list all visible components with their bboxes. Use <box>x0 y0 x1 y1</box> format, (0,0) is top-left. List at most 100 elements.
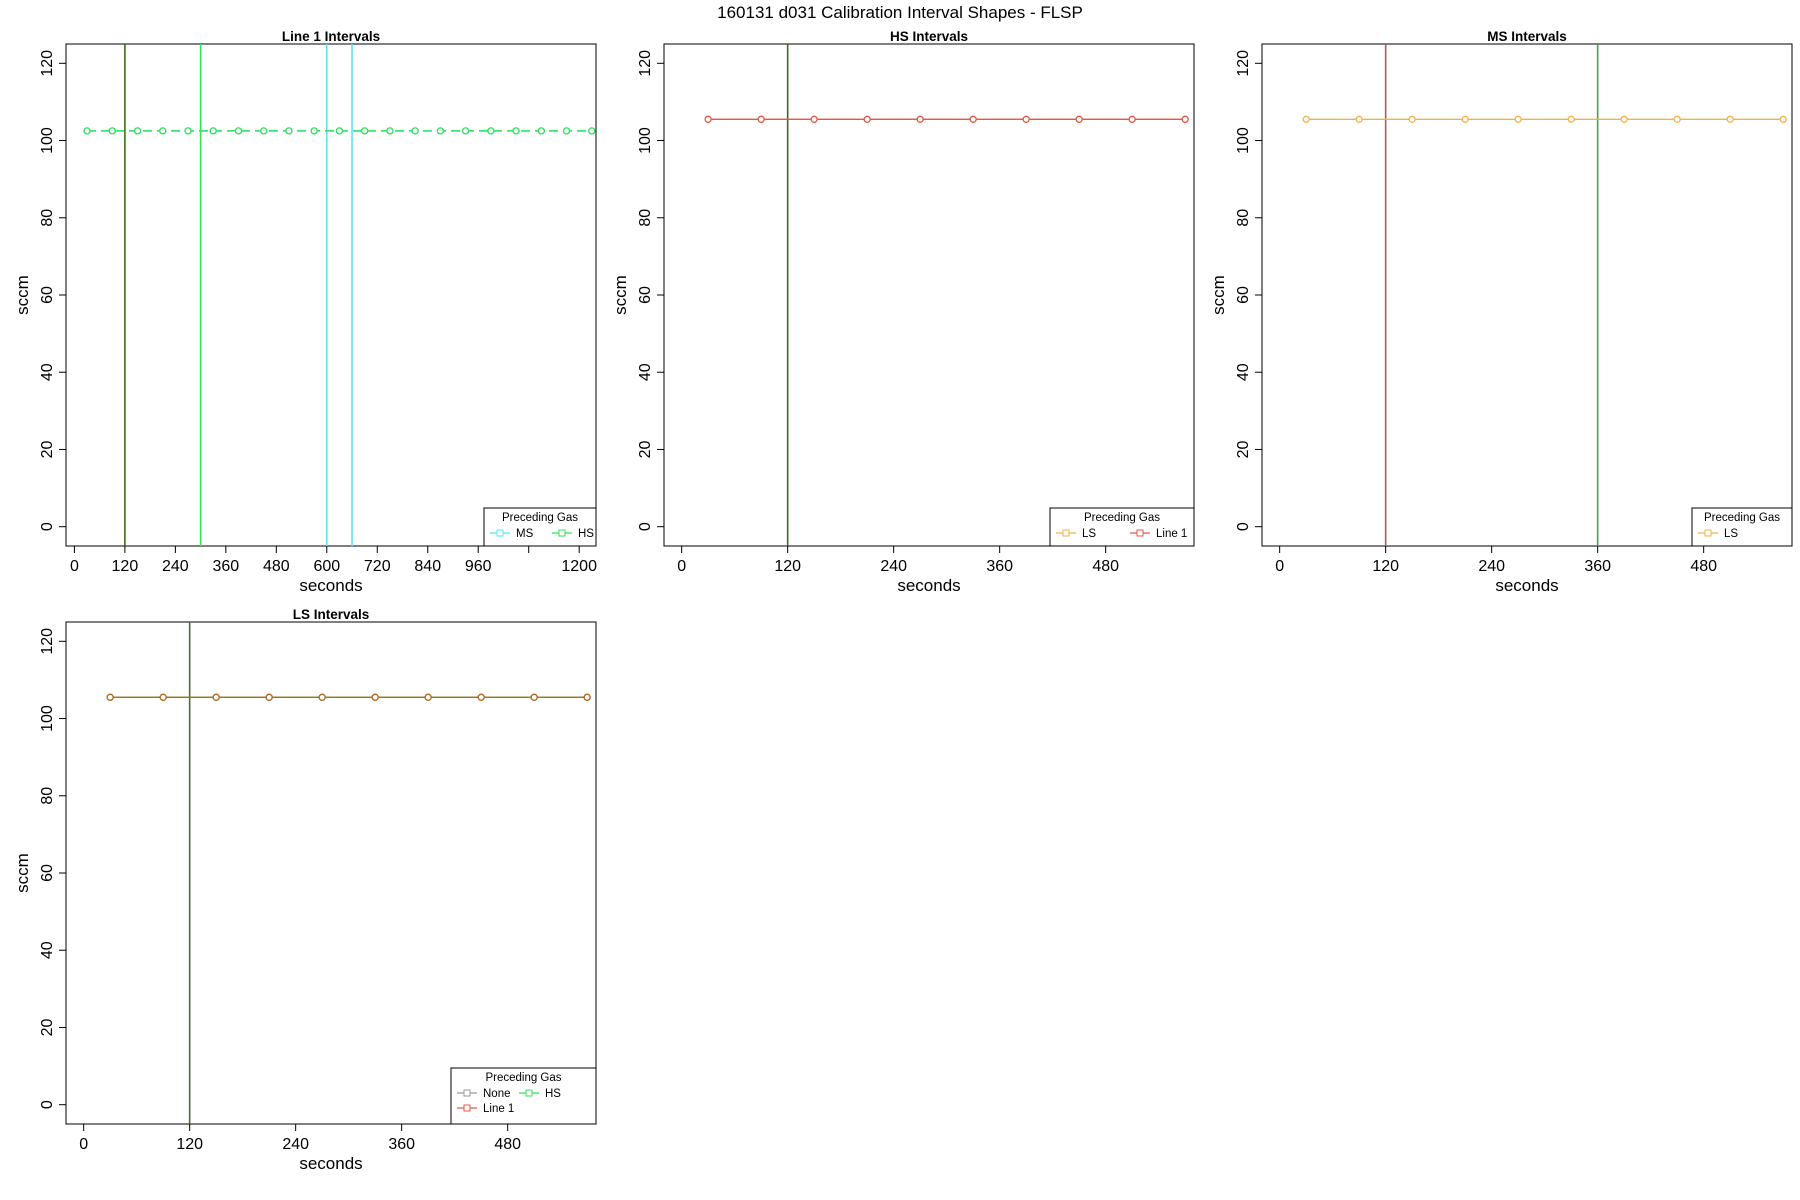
data-point <box>863 115 871 123</box>
x-axis-label: seconds <box>1495 576 1558 595</box>
chart-panel-1: HS Intervals 0 120 240 360 480 0 20 40 60 80 100 120… <box>611 29 1195 595</box>
data-point <box>159 693 167 701</box>
x-axis-label: seconds <box>299 576 362 595</box>
data-point <box>184 127 192 135</box>
legend-label: Line 1 <box>1156 528 1187 540</box>
x-tick-label: 480 <box>1690 558 1717 575</box>
x-tick-label: 360 <box>388 1136 415 1153</box>
data-point <box>1514 115 1522 123</box>
legend-label: MS <box>516 528 534 540</box>
x-tick-label: 840 <box>414 558 441 575</box>
legend-marker <box>1704 529 1712 537</box>
panel-title: HS Intervals <box>890 29 968 44</box>
y-tick-label: 20 <box>1235 440 1252 458</box>
panel-title: Line 1 Intervals <box>282 29 380 44</box>
legend-marker <box>463 1104 471 1112</box>
x-tick-label: 120 <box>1372 558 1399 575</box>
data-point <box>537 127 545 135</box>
y-tick-label: 0 <box>39 1100 56 1109</box>
data-point <box>83 127 91 135</box>
data-point <box>260 127 268 135</box>
data-point <box>285 127 293 135</box>
y-tick-label: 60 <box>39 286 56 304</box>
figure-title: 160131 d031 Calibration Interval Shapes … <box>717 3 1083 22</box>
data-point <box>133 127 142 135</box>
y-tick-label: 120 <box>39 50 56 77</box>
legend-label: Line 1 <box>483 1103 514 1115</box>
y-tick-label: 40 <box>39 363 56 381</box>
data-point <box>1302 115 1310 123</box>
data-point <box>487 127 495 135</box>
panel-title: LS Intervals <box>293 607 370 622</box>
y-axis-label: sccm <box>13 853 32 893</box>
legend-label: LS <box>1724 528 1738 540</box>
x-tick-label: 0 <box>1275 558 1284 575</box>
x-tick-label: 120 <box>176 1136 203 1153</box>
data-point <box>424 693 432 701</box>
legend: Preceding Gas None HS Line 1 <box>450 1067 597 1125</box>
y-tick-label: 20 <box>39 440 56 458</box>
x-tick-label: 0 <box>677 558 686 575</box>
data-point <box>1022 115 1030 123</box>
y-axis-label: sccm <box>1209 275 1228 315</box>
data-point <box>159 127 167 135</box>
data-point <box>461 127 470 135</box>
x-tick-label: 1200 <box>561 558 597 575</box>
legend-box <box>483 507 597 547</box>
x-tick-label: 0 <box>79 1136 88 1153</box>
legend-label: LS <box>1082 528 1096 540</box>
legend-box <box>1049 507 1195 547</box>
plot-area <box>83 44 596 546</box>
data-point <box>108 127 116 135</box>
data-point <box>106 693 114 701</box>
y-tick-label: 100 <box>1235 127 1252 154</box>
plot-area <box>106 622 591 1124</box>
y-tick-label: 20 <box>637 440 654 458</box>
panel-title: MS Intervals <box>1487 29 1567 44</box>
x-tick-label: 360 <box>986 558 1013 575</box>
x-tick-label: 360 <box>212 558 239 575</box>
legend: Preceding Gas MS HS <box>483 507 597 547</box>
x-tick-label: 720 <box>364 558 391 575</box>
y-tick-label: 0 <box>637 522 654 531</box>
y-tick-label: 80 <box>39 209 56 227</box>
plot-area <box>704 44 1189 546</box>
legend-marker <box>558 529 566 537</box>
data-point <box>1673 115 1681 123</box>
data-point <box>361 127 369 135</box>
y-tick-label: 120 <box>637 50 654 77</box>
y-tick-label: 60 <box>1235 286 1252 304</box>
legend-box <box>1691 507 1793 547</box>
chart-panel-2: MS Intervals 0 120 240 360 480 0 20 40 60 80 100 120… <box>1209 29 1793 595</box>
x-tick-label: 240 <box>162 558 189 575</box>
y-tick-label: 80 <box>1235 209 1252 227</box>
x-tick-label: 0 <box>70 558 79 575</box>
legend-title: Preceding Gas <box>485 1072 561 1084</box>
data-point <box>1779 115 1787 123</box>
data-point <box>386 127 394 135</box>
y-axis-label: sccm <box>13 275 32 315</box>
legend-box <box>450 1067 597 1125</box>
x-axis-label: seconds <box>299 1154 362 1173</box>
data-point <box>1181 115 1189 123</box>
y-tick-label: 120 <box>1235 50 1252 77</box>
y-tick-label: 80 <box>39 787 56 805</box>
y-tick-label: 60 <box>39 864 56 882</box>
y-tick-label: 100 <box>39 705 56 732</box>
x-tick-label: 960 <box>465 558 492 575</box>
x-tick-label: 120 <box>774 558 801 575</box>
legend: Preceding Gas LS Line 1 <box>1049 507 1195 547</box>
data-point <box>477 693 485 701</box>
legend-label: HS <box>545 1088 561 1100</box>
legend-marker <box>463 1089 471 1097</box>
legend-label: HS <box>578 528 594 540</box>
data-point <box>436 127 445 135</box>
x-tick-label: 360 <box>1584 558 1611 575</box>
data-point <box>1128 115 1136 123</box>
legend-marker <box>496 529 504 537</box>
data-point <box>1461 115 1469 123</box>
data-point <box>265 693 273 701</box>
data-point <box>530 693 538 701</box>
data-point <box>562 127 571 135</box>
